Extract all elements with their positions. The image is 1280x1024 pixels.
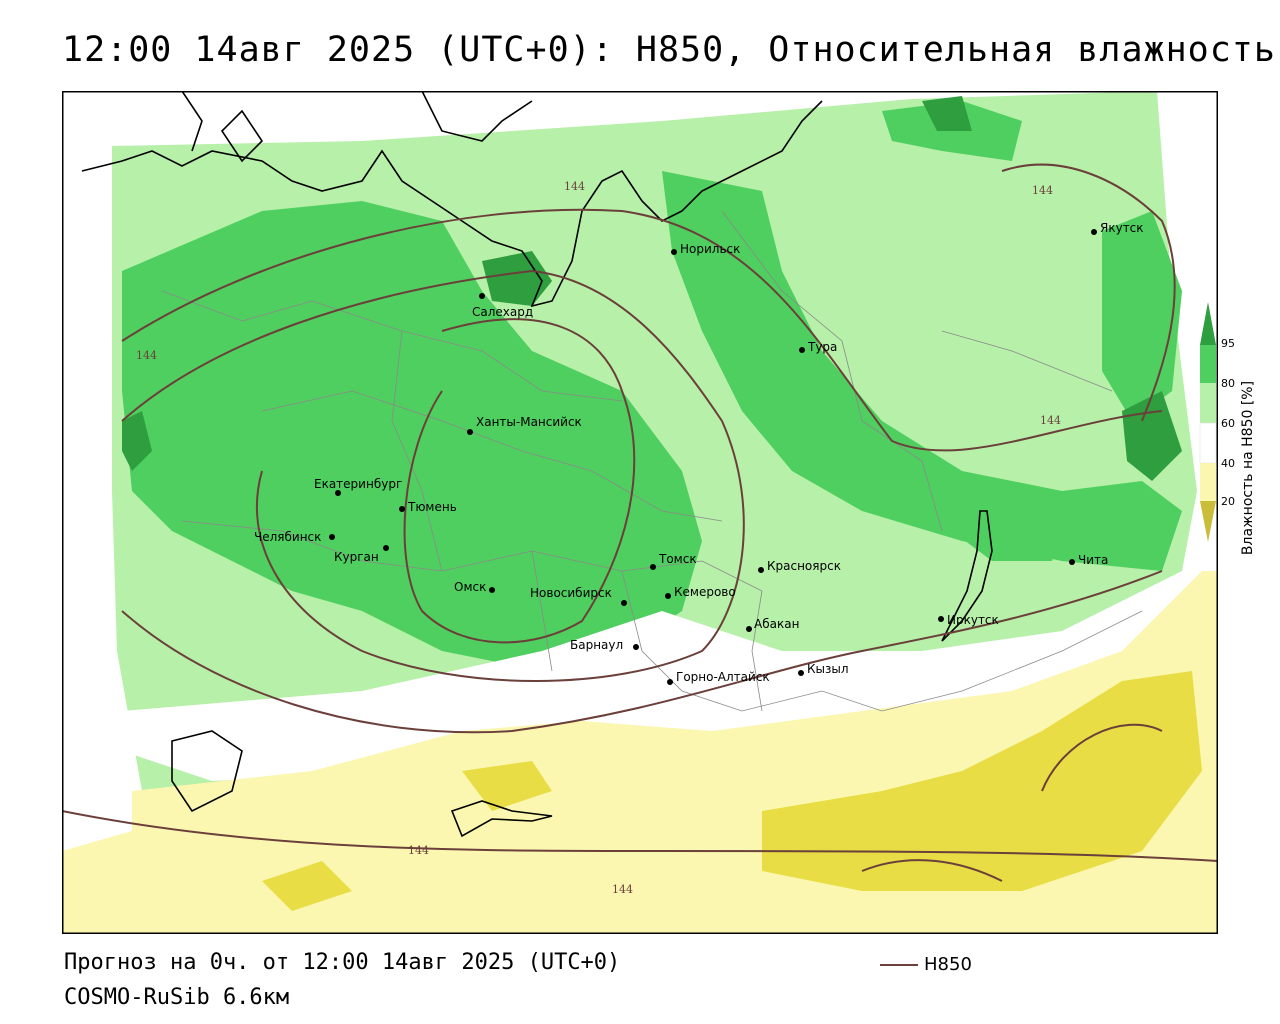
svg-text:Кызыл: Кызыл — [807, 662, 849, 676]
svg-text:Иркутск: Иркутск — [947, 613, 999, 627]
svg-text:Красноярск: Красноярск — [767, 559, 841, 573]
humidity-map: 144 144 144 144 144 144 Норильск Якутск … — [62, 91, 1218, 934]
city-abakan: Абакан — [746, 617, 799, 632]
contour-label-6: 144 — [612, 883, 633, 896]
city-gorno-altaysk: Горно-Алтайск — [667, 670, 770, 685]
colorbar-band-20-40 — [1200, 463, 1216, 501]
colorbar-tick-60: 60 — [1221, 417, 1235, 430]
svg-text:Горно-Алтайск: Горно-Алтайск — [676, 670, 770, 684]
svg-text:Барнаул: Барнаул — [570, 638, 623, 652]
city-kemerovo: Кемерово — [665, 585, 736, 599]
colorbar-band-60-80 — [1200, 383, 1216, 423]
svg-text:Чита: Чита — [1078, 553, 1108, 567]
humidity-dark-green-areas — [122, 96, 1182, 481]
svg-text:Кемерово: Кемерово — [674, 585, 736, 599]
svg-text:Салехард: Салехард — [472, 305, 533, 319]
colorbar-band-80-95 — [1200, 345, 1216, 383]
contour-label-4: 144 — [1040, 414, 1061, 427]
colorbar-tick-80: 80 — [1221, 377, 1235, 390]
colorbar-tick-95: 95 — [1221, 337, 1235, 350]
coastline — [81, 91, 823, 308]
humidity-yellow-area — [762, 671, 1202, 891]
svg-text:Томск: Томск — [658, 552, 697, 566]
city-novosibirsk: Новосибирск — [530, 586, 627, 606]
model-caption: COSMO-RuSib 6.6км — [64, 985, 290, 1010]
humidity-green-areas — [122, 101, 1182, 671]
city-tyumen: Тюмень — [399, 500, 457, 514]
contour-label-3: 144 — [1032, 184, 1053, 197]
svg-text:Абакан: Абакан — [754, 617, 799, 631]
city-chelyabinsk: Челябинск — [254, 530, 335, 544]
water-bodies — [171, 510, 993, 838]
city-tura: Тура — [799, 340, 837, 354]
city-kyzyl: Кызыл — [798, 662, 849, 676]
city-norilsk: Норильск — [671, 242, 740, 256]
colorbar-tick-20: 20 — [1221, 495, 1235, 508]
svg-text:Ханты-Мансийск: Ханты-Мансийск — [476, 415, 582, 429]
humidity-yellow-patch — [462, 761, 552, 811]
svg-text:Якутск: Якутск — [1100, 221, 1144, 235]
city-khanty-mansiysk: Ханты-Мансийск — [467, 415, 582, 435]
colorbar-band-40-60 — [1199, 422, 1217, 464]
city-barnaul: Барнаул — [570, 638, 639, 652]
city-irkutsk: Иркутск — [938, 613, 999, 627]
svg-text:Курган: Курган — [334, 550, 379, 564]
colorbar — [1199, 302, 1217, 542]
contour-label-1: 144 — [136, 349, 157, 362]
svg-text:Новосибирск: Новосибирск — [530, 586, 612, 600]
humidity-white-band — [122, 571, 1202, 781]
map-title: 12:00 14авг 2025 (UTC+0): H850, Относите… — [62, 30, 1276, 70]
city-chita: Чита — [1069, 553, 1108, 567]
contour-legend: H850 — [880, 954, 972, 975]
svg-text:Тюмень: Тюмень — [407, 500, 457, 514]
city-yakutsk: Якутск — [1091, 221, 1144, 235]
legend-line-swatch — [880, 963, 918, 966]
city-yekaterinburg: Екатеринбург — [314, 477, 402, 496]
forecast-caption: Прогноз на 0ч. от 12:00 14авг 2025 (UTC+… — [64, 950, 621, 975]
city-salekhard: Салехард — [472, 293, 533, 319]
svg-text:Омск: Омск — [454, 580, 486, 594]
city-markers: Норильск Якутск Салехард Тура Ханты-Манс… — [254, 221, 1144, 685]
map-frame — [62, 91, 1218, 934]
city-kurgan: Курган — [334, 545, 389, 564]
svg-text:Екатеринбург: Екатеринбург — [314, 477, 402, 491]
h850-contour-labels: 144 144 144 144 144 144 — [136, 180, 1061, 896]
colorbar-label: Влажность на H850 [%] — [1240, 380, 1256, 556]
city-krasnoyarsk: Красноярск — [758, 559, 841, 573]
svg-text:Челябинск: Челябинск — [254, 530, 321, 544]
humidity-yellow-patch-2 — [262, 861, 352, 911]
contour-label-5: 144 — [408, 844, 429, 857]
colorbar-arrow-bottom — [1200, 501, 1216, 542]
colorbar-arrow-top — [1200, 302, 1216, 345]
city-omsk: Омск — [454, 580, 495, 594]
contour-label-2: 144 — [564, 180, 585, 193]
svg-text:Тура: Тура — [807, 340, 837, 354]
h850-contours — [62, 163, 1218, 882]
city-tomsk: Томск — [650, 552, 697, 570]
legend-label: H850 — [924, 954, 972, 975]
svg-text:Норильск: Норильск — [680, 242, 740, 256]
colorbar-tick-40: 40 — [1221, 457, 1235, 470]
region-borders — [161, 210, 1143, 712]
